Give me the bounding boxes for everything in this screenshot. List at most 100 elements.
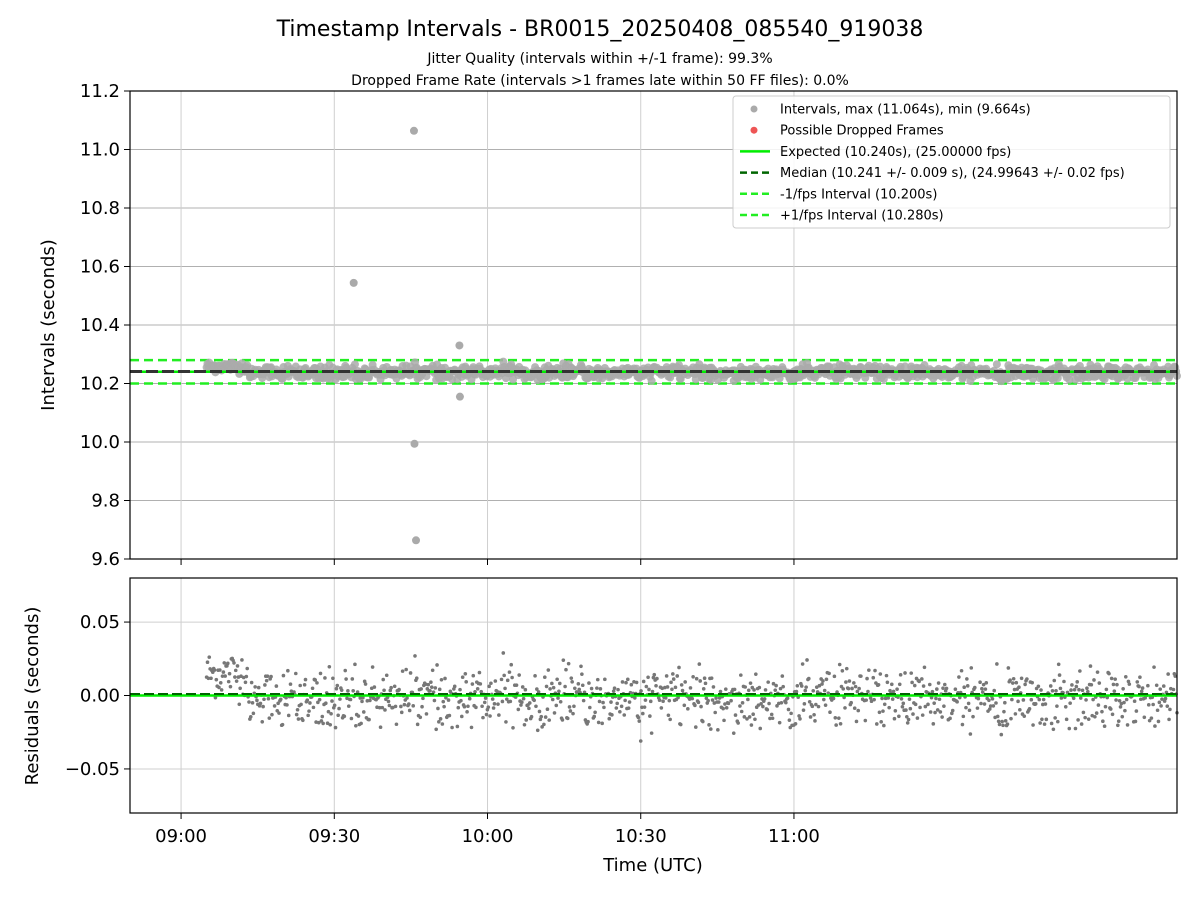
residual-point (863, 718, 868, 723)
residual-point (557, 689, 561, 694)
residual-point (771, 681, 776, 686)
residual-point (437, 687, 442, 692)
residual-point (657, 698, 662, 703)
residual-point (1030, 680, 1034, 685)
residual-point (556, 696, 560, 700)
residual-point (857, 686, 861, 691)
residual-point (678, 722, 683, 727)
residual-point (892, 716, 897, 721)
residual-point (937, 697, 942, 702)
residual-point (350, 677, 355, 681)
residual-point (899, 696, 904, 701)
residual-point (648, 714, 652, 718)
residual-point (1109, 676, 1114, 681)
residual-point (503, 686, 507, 691)
residual-point (941, 686, 945, 690)
residual-point (1067, 726, 1072, 731)
residual-point (623, 698, 627, 703)
intervals-grid (130, 90, 1177, 560)
residual-point (753, 717, 757, 722)
interval-point (901, 362, 910, 371)
residual-point (911, 712, 915, 716)
residual-point (511, 725, 515, 730)
legend-label: Expected (10.240s), (25.00000 fps) (780, 145, 1011, 160)
residual-point (714, 696, 718, 700)
residual-point (367, 717, 371, 722)
residual-point (360, 699, 364, 704)
residual-point (446, 698, 451, 702)
residual-point (407, 708, 412, 713)
residual-point (435, 663, 439, 667)
legend-label: Possible Dropped Frames (780, 124, 944, 139)
residual-point (927, 682, 932, 687)
residual-point (868, 696, 873, 700)
residual-point (383, 708, 387, 712)
residual-point (459, 714, 464, 719)
x-tick-label: 09:00 (155, 826, 207, 847)
legend-entry: Median (10.241 +/- 0.009 s), (24.99643 +… (740, 166, 1125, 181)
residual-point (648, 699, 653, 704)
residual-point (433, 686, 438, 690)
residual-point (964, 705, 968, 710)
residual-point (362, 679, 367, 684)
residual-point (799, 684, 804, 688)
residual-point (534, 704, 538, 709)
residual-point (688, 686, 693, 690)
residual-point (486, 705, 491, 709)
interval-point (647, 376, 656, 385)
residual-point (843, 706, 847, 710)
chart-subtitle-jitter: Jitter Quality (intervals within +/-1 fr… (426, 51, 772, 67)
residual-point (988, 704, 993, 708)
residual-point (659, 706, 664, 710)
residuals-y-tick-label: −0.05 (65, 759, 120, 780)
residual-point (428, 688, 432, 693)
residual-point (426, 682, 431, 687)
residual-point (521, 696, 526, 701)
residuals-x-ticks: 09:00 09:30 10:00 10:30 11:00 (155, 559, 820, 847)
residual-point (682, 703, 687, 708)
residual-point (637, 719, 642, 723)
residual-point (822, 697, 826, 702)
legend-entry: Intervals, max (11.064s), min (9.664s) (750, 103, 1031, 118)
residual-point (971, 714, 975, 719)
residual-point (1110, 712, 1115, 717)
residual-point (306, 713, 310, 718)
residual-point (918, 705, 922, 710)
residual-point (624, 680, 628, 685)
residual-point (878, 672, 883, 676)
residual-point (491, 706, 496, 710)
residual-point (244, 674, 249, 679)
residual-point (640, 705, 644, 710)
residual-point (859, 674, 863, 678)
residual-point (742, 715, 747, 719)
residual-point (686, 707, 690, 711)
residual-point (421, 696, 425, 701)
residual-point (384, 673, 389, 678)
residual-point (890, 697, 895, 701)
residual-point (626, 706, 631, 710)
residual-point (795, 683, 800, 688)
residual-point (722, 718, 726, 723)
residual-point (414, 676, 419, 681)
residual-point (233, 675, 237, 679)
residual-point (716, 728, 720, 732)
residual-point (482, 700, 487, 705)
residual-point (671, 672, 675, 676)
residual-point (813, 719, 817, 723)
residual-point (1009, 716, 1013, 721)
residual-point (537, 709, 542, 714)
residual-point (611, 689, 616, 693)
interval-outlier-point (455, 341, 464, 350)
residual-point (622, 713, 627, 717)
residual-point (1077, 687, 1081, 692)
residual-point (935, 687, 939, 691)
residual-point (516, 707, 521, 712)
residual-point (520, 700, 524, 704)
residual-point (981, 682, 986, 687)
residual-point (803, 688, 808, 693)
residual-point (318, 671, 323, 676)
residual-point (609, 700, 613, 704)
residual-point (961, 714, 966, 719)
residual-point (378, 725, 383, 730)
residual-point (327, 664, 332, 669)
